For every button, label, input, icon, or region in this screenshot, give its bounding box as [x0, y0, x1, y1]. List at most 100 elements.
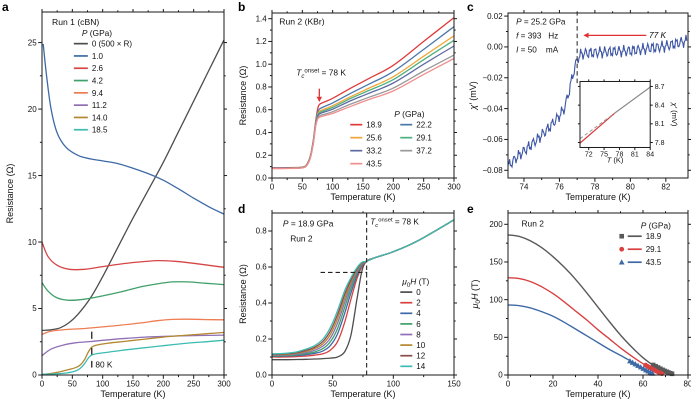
legend-title: P (GPa): [641, 221, 671, 231]
legend-label: 0 (500 × R): [92, 40, 133, 49]
y-tick-label: 7.8: [655, 140, 665, 147]
x-axis-label: T (K): [607, 155, 624, 164]
x-tick-label: 0: [270, 182, 275, 191]
x-tick-label: 84: [646, 152, 654, 159]
panel-a-label: a: [2, 0, 9, 14]
y-tick-label: 0: [498, 371, 503, 380]
x-tick-label: 250: [417, 182, 431, 191]
y-tick-label: 0.4: [256, 299, 268, 308]
x-tick-label: 82: [661, 182, 670, 191]
y-tick-label: 0: [32, 371, 37, 380]
legend-title: μ0H (T): [401, 277, 429, 289]
axis-ticks: [577, 79, 653, 151]
x-tick-label: 81: [631, 152, 639, 159]
y-tick-label: 0.6: [256, 263, 268, 272]
x-tick-label: 50: [68, 379, 77, 388]
x-tick-label: 0: [40, 379, 45, 388]
annotation: [583, 32, 647, 39]
y-tick-label: 0.4: [256, 128, 268, 137]
annotation: f = 393 Hz: [516, 32, 558, 41]
series-2.6: [41, 241, 225, 271]
y-tick-label: 8.4: [655, 103, 665, 110]
x-tick-label: 80: [684, 379, 691, 388]
series-43.5: [272, 57, 455, 170]
y-tick-label: 15: [28, 171, 37, 180]
axis-ticks: [38, 8, 228, 379]
annotation: Tconset = 78 K: [370, 218, 419, 229]
x-tick-label: 72: [585, 152, 593, 159]
legend-label: 9.4: [92, 89, 104, 98]
panel-c-label: c: [467, 0, 474, 14]
annotation-text: Run 1 (cBN): [52, 17, 99, 27]
legend-label: 8: [416, 330, 421, 339]
x-axis-label: Temperature (K): [100, 389, 165, 399]
series-extrapolation: [579, 112, 616, 140]
y-tick-label: 20: [28, 105, 37, 114]
legend-label: 11.2: [92, 101, 108, 110]
panel-e: e 0 20 40 60 80 0 50 100 150 200 Temperature (K) μ0…: [465, 202, 691, 405]
legend-label: 12: [416, 352, 425, 361]
legend-label: 2: [416, 299, 421, 308]
panel-c: c 74 76 78 80 82 −0.08 −0.06 −0.04 −0.02 0.00 0.02…: [465, 0, 691, 203]
series-0-500-R-: [41, 39, 225, 332]
tick-labels: 74 76 78 80 82 −0.08 −0.06 −0.04 −0.02 0.00 0.02: [482, 12, 670, 191]
y-tick-label: 8.1: [655, 121, 665, 128]
y-tick-label: 0.8: [256, 227, 268, 236]
annotation: Run 2 (KBr): [279, 17, 325, 27]
series-4.2: [41, 281, 225, 301]
annotation: 80 K: [95, 360, 113, 370]
y-tick-label: 10: [28, 238, 37, 247]
x-tick-label: 150: [356, 182, 370, 191]
plot-frame: [507, 12, 689, 179]
annotation: Run 1 (cBN): [52, 17, 99, 27]
x-tick-label: 100: [387, 379, 401, 388]
annotation: 77 K: [649, 30, 667, 40]
annotation: [316, 88, 323, 102]
y-tick-label: 0.8: [256, 83, 268, 92]
y-tick-label: −0.02: [482, 73, 503, 82]
legend-label: 43.5: [366, 160, 382, 169]
y-tick-label: 100: [489, 295, 503, 304]
series-group: [507, 234, 675, 377]
x-tick-label: 300: [447, 182, 461, 191]
x-tick-label: 100: [326, 182, 340, 191]
annotation: P = 18.9 GPa: [283, 218, 334, 228]
y-axis-label: Resistance (Ω): [238, 66, 248, 126]
tick-labels: 0 20 40 60 80 0 50 100 150 200: [489, 220, 691, 388]
series-14: [271, 219, 455, 355]
annotation-text: I = 50 mA: [516, 46, 559, 55]
x-tick-label: 150: [447, 379, 461, 388]
axis-ticks: [268, 209, 458, 379]
axis-ticks: [504, 9, 691, 182]
legend-label: 2.6: [92, 64, 104, 73]
x-tick-label: 74: [520, 182, 529, 191]
x-tick-label: 20: [549, 379, 558, 388]
x-tick-label: 0: [506, 379, 511, 388]
series-1.0: [42, 43, 225, 215]
x-tick-label: 80: [626, 182, 635, 191]
annotation: I = 50 mA: [516, 46, 559, 55]
series-group: [507, 34, 688, 169]
y-tick-label: 0.02: [487, 12, 503, 21]
x-tick-label: 50: [298, 182, 307, 191]
legend: P (GPa) 0 (500 × R) 1.0 2.6 4.2 9.4 11.2 14.0 18…: [73, 28, 133, 135]
legend-label: 10: [416, 341, 425, 350]
series-group: [271, 219, 455, 361]
annotation-text: Run 2: [522, 218, 545, 228]
series-29.1: [507, 277, 663, 375]
x-tick-label: 200: [387, 182, 401, 191]
legend-label: 14.0: [92, 113, 108, 122]
x-tick-label: 150: [126, 379, 140, 388]
x-tick-label: 78: [590, 182, 599, 191]
legend-label: 18.9: [646, 232, 662, 241]
x-tick-label: 78: [616, 152, 624, 159]
legend-label: 18.5: [92, 126, 108, 135]
annotation-text: 77 K: [649, 30, 667, 40]
annotation-text: Run 2: [290, 234, 313, 244]
legend-label: 4: [416, 309, 421, 318]
y-tick-label: 25: [28, 38, 37, 47]
x-axis-label: Temperature (K): [565, 389, 630, 399]
